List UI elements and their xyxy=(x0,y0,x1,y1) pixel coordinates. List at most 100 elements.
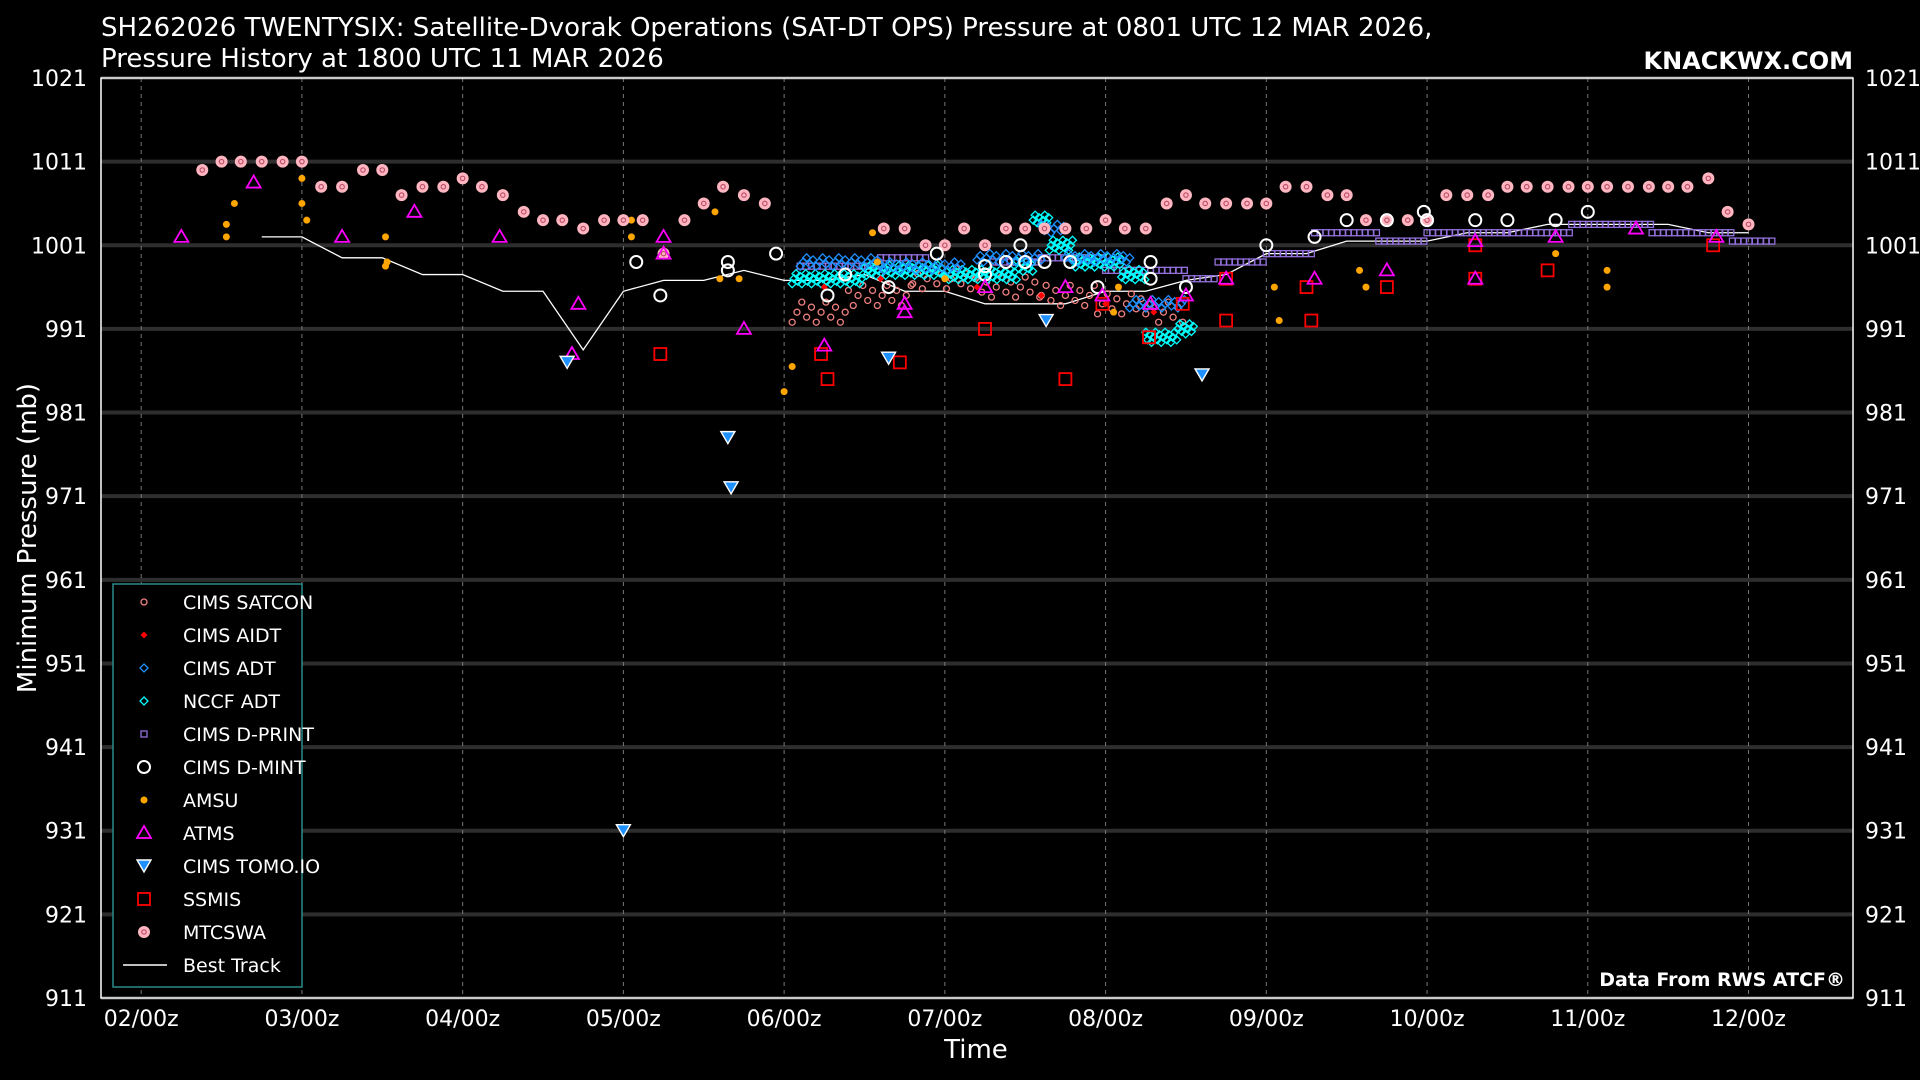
mtcswa-point xyxy=(1541,180,1554,193)
amsu-point xyxy=(1603,283,1611,291)
mtcswa-point xyxy=(958,222,971,235)
mtcswa-point xyxy=(577,222,590,235)
nccf-point xyxy=(1184,318,1195,329)
mtcswa-point xyxy=(636,214,649,227)
legend-item-aidt: CIMS AIDT xyxy=(140,625,282,647)
adt-point xyxy=(1102,250,1113,261)
mtcswa-point xyxy=(938,239,951,252)
mtcswa-point xyxy=(537,214,550,227)
satcon-point xyxy=(992,283,1000,291)
amsu-point xyxy=(298,174,306,182)
aidt-point xyxy=(973,283,981,291)
mtcswa-point-core xyxy=(1485,192,1491,198)
mtcswa-point xyxy=(234,155,247,168)
y-tick-label: 981 xyxy=(45,402,87,427)
legend-label: CIMS D-MINT xyxy=(183,757,306,779)
satcon-point xyxy=(1093,310,1102,318)
mtcswa-point-core xyxy=(559,217,566,223)
mtcswa-point xyxy=(395,189,408,202)
dmint-point xyxy=(1420,213,1435,228)
amsu-point xyxy=(222,233,230,241)
y-tick-label: 1001 xyxy=(31,234,87,259)
adt-point xyxy=(1095,248,1106,259)
atms-point xyxy=(896,295,914,310)
adt-point xyxy=(849,252,860,263)
atms-point xyxy=(735,320,753,335)
satcon-point xyxy=(918,285,927,293)
y-tick-label-right: 1001 xyxy=(1865,234,1920,259)
dmint-point xyxy=(720,263,735,278)
ssmis-series xyxy=(653,238,1721,386)
adt-point xyxy=(801,252,812,263)
mtcswa-point-core xyxy=(339,183,345,190)
mtcswa-point-core xyxy=(238,158,244,165)
legend-item-atms: ATMS xyxy=(135,823,235,845)
legend-label: NCCF ADT xyxy=(183,691,280,713)
atms-point xyxy=(1177,286,1195,302)
y-tick-label-right: 931 xyxy=(1865,820,1907,845)
adt-point xyxy=(1001,248,1011,259)
mtcswa-point-core xyxy=(540,217,546,223)
chart-title-line1: SH262026 TWENTYSIX: Satellite-Dvorak Ope… xyxy=(101,13,1432,43)
mtcswa-point xyxy=(255,155,268,168)
nccf-point xyxy=(139,696,149,706)
y-tick-label-right: 1021 xyxy=(1865,67,1920,92)
tomoio-point xyxy=(880,351,897,366)
adt-point xyxy=(833,252,844,263)
legend-label: SSMIS xyxy=(183,889,241,911)
satcon-point xyxy=(798,298,806,306)
nccf-point xyxy=(1027,266,1038,277)
mtcswa-point xyxy=(598,214,611,227)
satcon-point xyxy=(1081,301,1089,310)
amsu-point xyxy=(627,216,635,224)
nccf-series xyxy=(787,210,1199,348)
dmint-point xyxy=(629,255,644,269)
mtcswa-point xyxy=(1461,189,1474,202)
atms-point xyxy=(569,295,587,310)
mtcswa-point xyxy=(1300,180,1313,193)
mtcswa-point-core xyxy=(620,217,627,223)
best-track-line xyxy=(261,223,1749,351)
mtcswa-point xyxy=(1642,180,1655,193)
adt-point xyxy=(1131,294,1142,305)
satcon-point xyxy=(827,313,835,321)
mtcswa-point xyxy=(1520,180,1533,193)
amsu-point xyxy=(303,216,311,224)
amsu-point xyxy=(381,233,389,241)
satcon-point xyxy=(1056,301,1065,310)
adt-point xyxy=(933,257,944,267)
mtcswa-point xyxy=(376,164,389,176)
nccf-point xyxy=(957,264,968,275)
y-ticks-right: 911 921 931 941 951 961 971 981 991 1001 1011 1021 xyxy=(1865,67,1920,1012)
mtcswa-point xyxy=(416,180,429,193)
y-tick-label: 921 xyxy=(45,903,87,928)
legend-label: CIMS AIDT xyxy=(183,625,282,647)
mtcswa-point xyxy=(1401,214,1414,227)
adt-point xyxy=(1023,250,1034,261)
dmint-point xyxy=(1143,255,1158,269)
mtcswa-point-core xyxy=(1464,192,1471,198)
dprint-point xyxy=(1420,237,1428,245)
satcon-point xyxy=(1085,291,1094,300)
mtcswa-point-core xyxy=(1022,225,1029,232)
y-tick-label-right: 971 xyxy=(1865,485,1907,510)
adt-point xyxy=(840,254,851,265)
mtcswa-point-core xyxy=(1083,225,1090,232)
mtcswa-point-core xyxy=(720,183,726,190)
mtcswa-point xyxy=(437,180,450,193)
legend-label: Best Track xyxy=(183,955,281,977)
adt-point xyxy=(907,259,918,270)
satcon-point xyxy=(841,308,849,316)
mtcswa-point-core xyxy=(1003,225,1009,232)
y-tick-label-right: 961 xyxy=(1865,569,1907,594)
satcon-point xyxy=(1002,288,1010,296)
legend-label: AMSU xyxy=(183,790,238,812)
mtcswa-point xyxy=(1681,180,1694,193)
legend-item-satcon: CIMS SATCON xyxy=(140,592,313,614)
satcon-point xyxy=(883,281,891,290)
dmint-point xyxy=(720,255,735,269)
dmint-series xyxy=(629,204,1595,303)
x-tick-label: 08/00z xyxy=(1068,1007,1143,1032)
dmint-point xyxy=(1416,204,1431,219)
dmint-point xyxy=(1143,271,1158,286)
